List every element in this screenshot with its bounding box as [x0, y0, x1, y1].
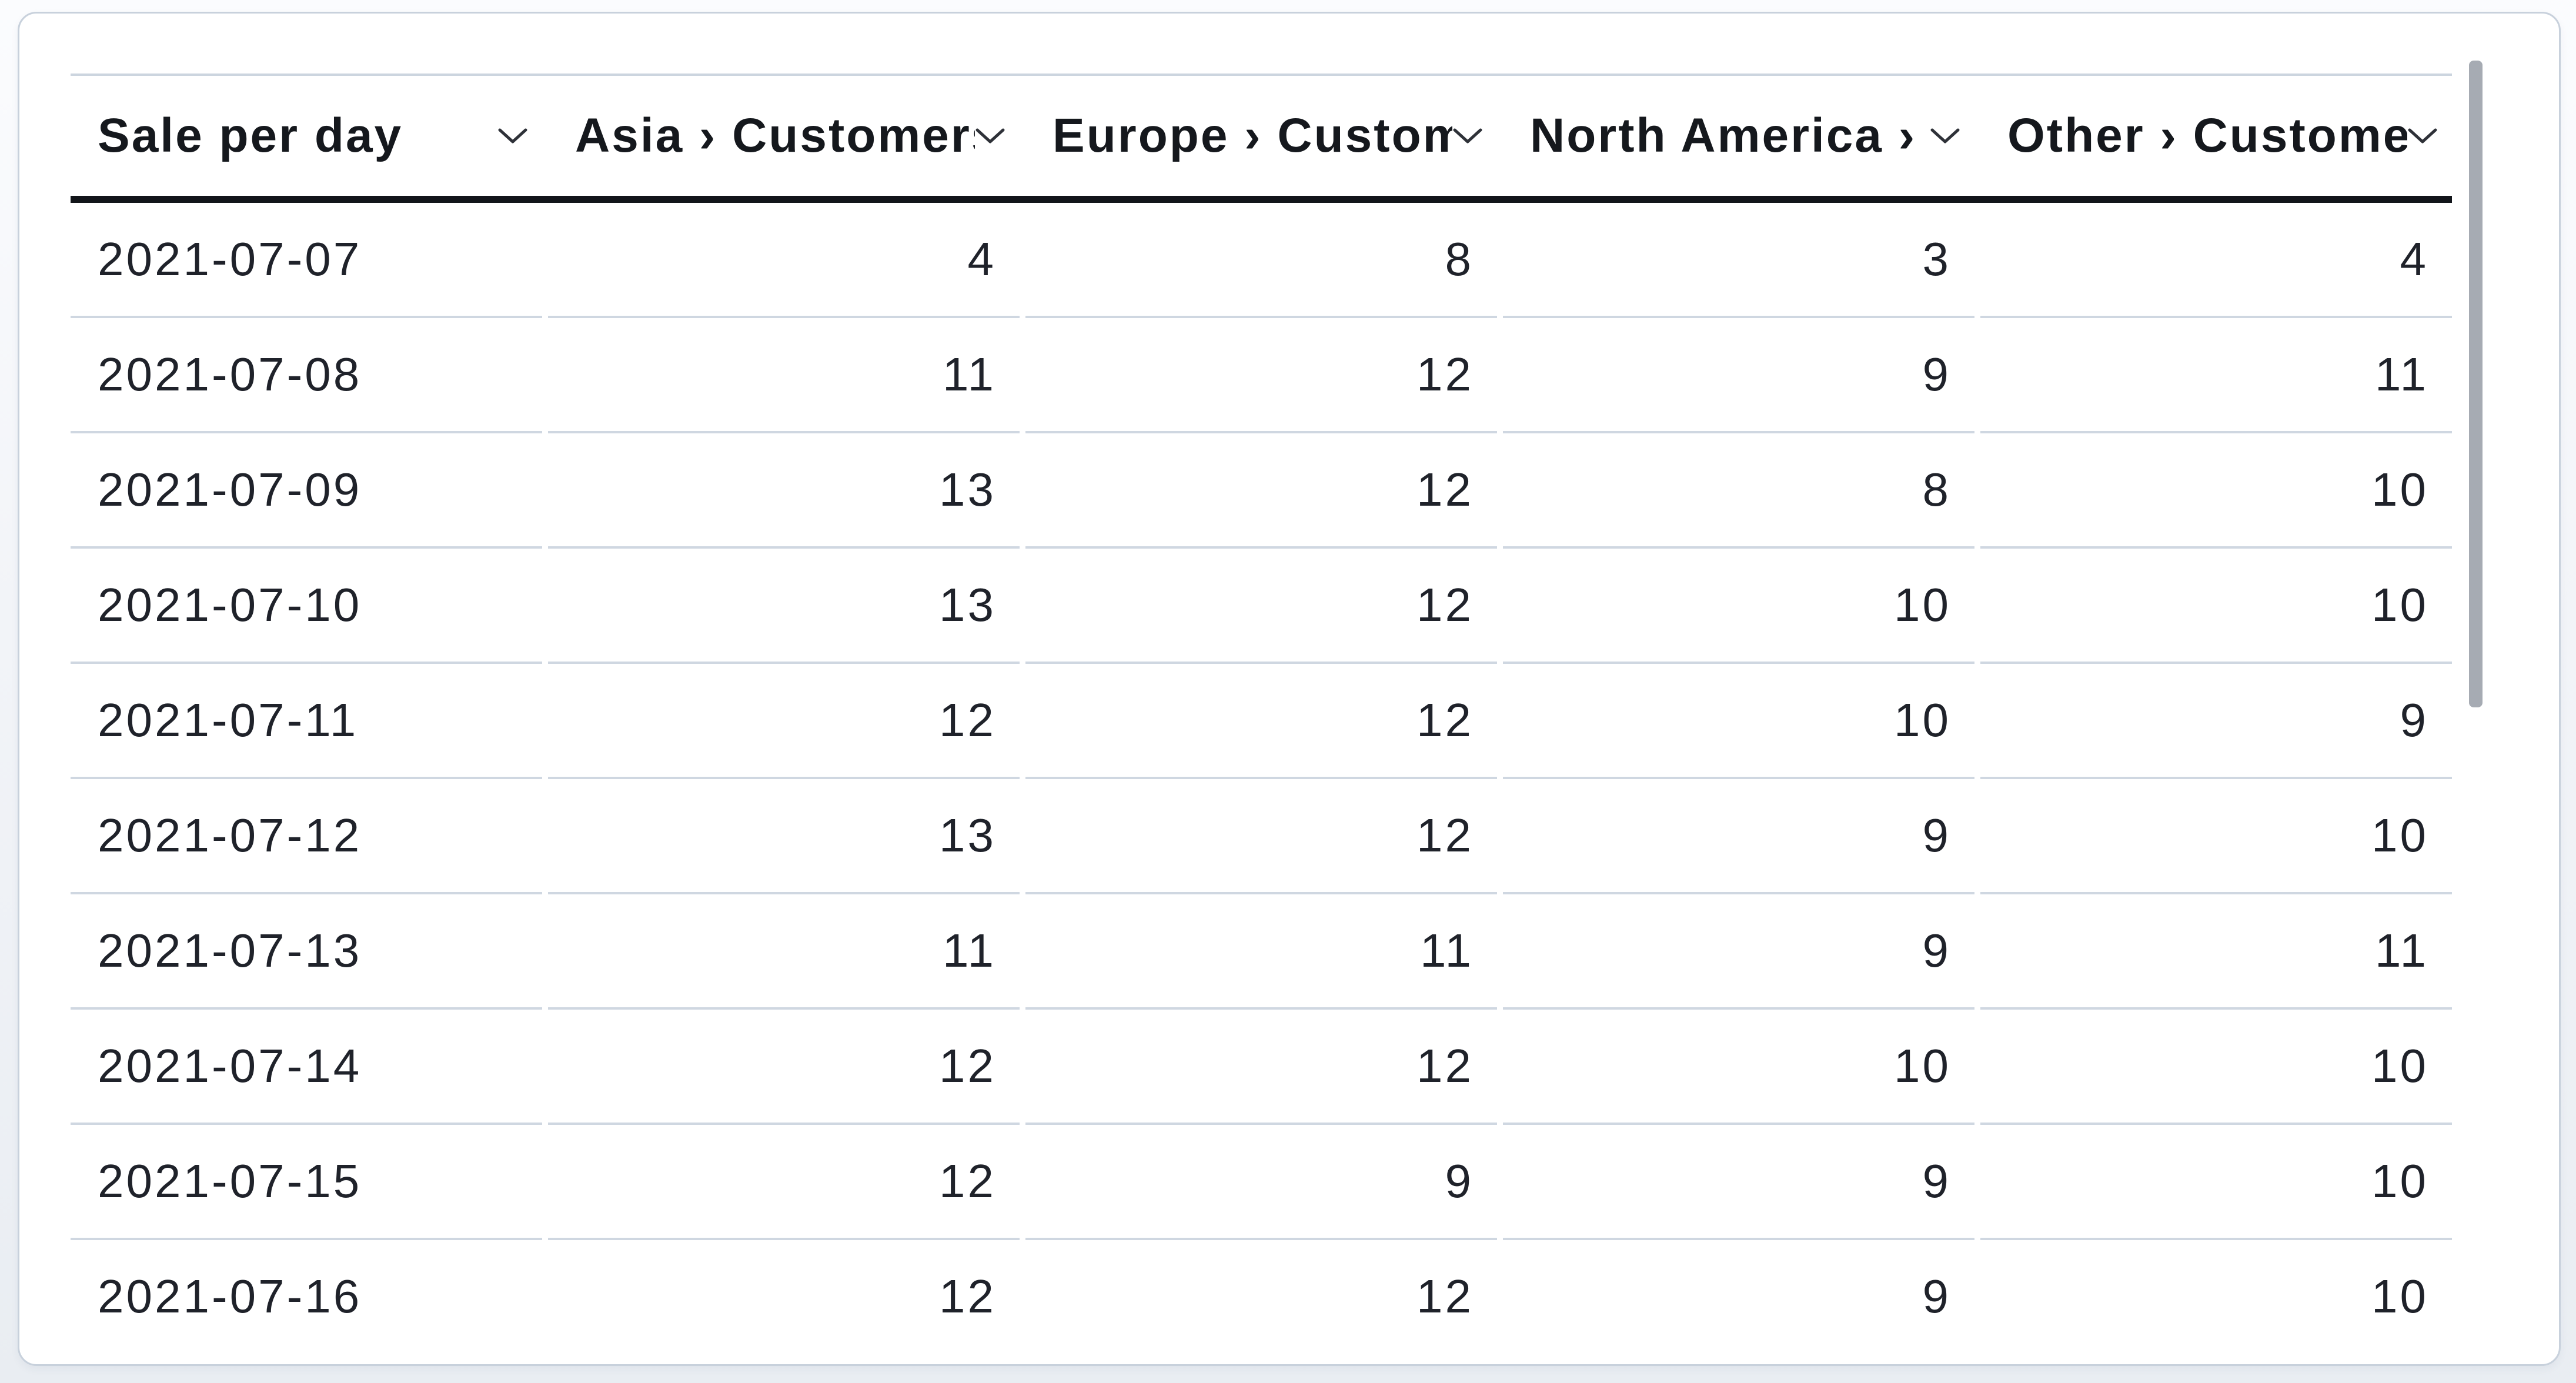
column-header-4[interactable]: Other › Custome	[1980, 76, 2452, 196]
value-cell: 10	[1980, 779, 2452, 894]
value-cell: 13	[548, 549, 1020, 664]
value-cell: 10	[1980, 1125, 2452, 1240]
value-cell: 9	[1980, 664, 2452, 779]
value-cell: 10	[1980, 549, 2452, 664]
data-table: Sale per day Asia › Customers Europe › C…	[71, 74, 2452, 1355]
column-header-label: North America ›	[1530, 109, 1917, 162]
date-cell: 2021-07-12	[71, 779, 542, 894]
value-cell: 3	[1503, 203, 1974, 318]
column-header-0[interactable]: Sale per day	[71, 76, 542, 196]
value-cell: 12	[548, 1010, 1020, 1125]
value-cell: 12	[1025, 664, 1497, 779]
date-cell: 2021-07-09	[71, 433, 542, 549]
table-row: 2021-07-08 11 12 9 11	[71, 318, 2452, 433]
table-row: 2021-07-07 4 8 3 4	[71, 203, 2452, 318]
value-cell: 12	[1025, 433, 1497, 549]
table-header-row: Sale per day Asia › Customers Europe › C…	[71, 74, 2452, 203]
column-header-3[interactable]: North America ›	[1503, 76, 1974, 196]
value-cell: 11	[548, 318, 1020, 433]
table-row: 2021-07-15 12 9 9 10	[71, 1125, 2452, 1240]
date-cell: 2021-07-13	[71, 894, 542, 1010]
value-cell: 12	[1025, 779, 1497, 894]
value-cell: 4	[1980, 203, 2452, 318]
table-card: Sale per day Asia › Customers Europe › C…	[18, 12, 2561, 1366]
value-cell: 11	[1980, 894, 2452, 1010]
value-cell: 10	[1503, 664, 1974, 779]
chevron-down-icon	[1453, 128, 1482, 143]
value-cell: 12	[1025, 549, 1497, 664]
value-cell: 8	[1025, 203, 1497, 318]
date-cell: 2021-07-14	[71, 1010, 542, 1125]
value-cell: 12	[548, 664, 1020, 779]
table-row: 2021-07-11 12 12 10 9	[71, 664, 2452, 779]
chevron-down-icon	[2408, 128, 2437, 143]
chevron-down-icon	[975, 128, 1005, 143]
value-cell: 9	[1503, 318, 1974, 433]
value-cell: 8	[1503, 433, 1974, 549]
table-row: 2021-07-10 13 12 10 10	[71, 549, 2452, 664]
value-cell: 13	[548, 433, 1020, 549]
table-row: 2021-07-16 12 12 9 10	[71, 1240, 2452, 1355]
date-cell: 2021-07-10	[71, 549, 542, 664]
column-header-label: Asia › Customers	[575, 109, 975, 162]
column-header-label: Europe › Custom	[1053, 109, 1452, 162]
table-row: 2021-07-09 13 12 8 10	[71, 433, 2452, 549]
value-cell: 12	[1025, 318, 1497, 433]
value-cell: 13	[548, 779, 1020, 894]
table-row: 2021-07-12 13 12 9 10	[71, 779, 2452, 894]
table-row: 2021-07-14 12 12 10 10	[71, 1010, 2452, 1125]
value-cell: 4	[548, 203, 1020, 318]
value-cell: 12	[1416, 1270, 1474, 1322]
chevron-down-icon	[498, 128, 527, 143]
value-cell: 12	[939, 1270, 996, 1322]
date-cell: 2021-07-16	[98, 1270, 362, 1322]
date-cell: 2021-07-08	[71, 318, 542, 433]
value-cell: 9	[1922, 1270, 1951, 1322]
column-header-label: Other › Custome	[2007, 109, 2407, 162]
table-row: 2021-07-13 11 11 9 11	[71, 894, 2452, 1010]
value-cell: 10	[1980, 433, 2452, 549]
value-cell: 11	[1980, 318, 2452, 433]
value-cell: 11	[548, 894, 1020, 1010]
value-cell: 12	[1025, 1010, 1497, 1125]
value-cell: 11	[1025, 894, 1497, 1010]
chevron-down-icon	[1930, 128, 1960, 143]
vertical-scrollbar-thumb[interactable]	[2469, 61, 2483, 707]
column-header-2[interactable]: Europe › Custom	[1025, 76, 1497, 196]
value-cell: 9	[1503, 1125, 1974, 1240]
value-cell: 10	[2371, 1270, 2428, 1322]
date-cell: 2021-07-11	[71, 664, 542, 779]
value-cell: 12	[548, 1125, 1020, 1240]
value-cell: 9	[1503, 779, 1974, 894]
value-cell: 10	[1503, 549, 1974, 664]
column-header-1[interactable]: Asia › Customers	[548, 76, 1020, 196]
value-cell: 9	[1503, 894, 1974, 1010]
table-body: 2021-07-07 4 8 3 4 2021-07-08 11 12 9 11 2021-07…	[71, 203, 2452, 1355]
value-cell: 9	[1025, 1125, 1497, 1240]
value-cell: 10	[1503, 1010, 1974, 1125]
value-cell: 10	[1980, 1010, 2452, 1125]
date-cell: 2021-07-15	[71, 1125, 542, 1240]
date-cell: 2021-07-07	[71, 203, 542, 318]
column-header-label: Sale per day	[98, 109, 403, 162]
